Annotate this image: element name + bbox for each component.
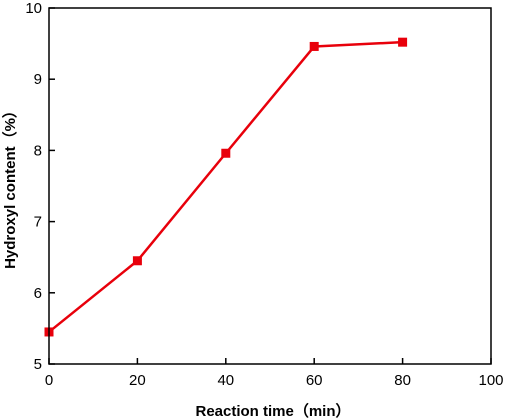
y-tick-label: 7 — [34, 214, 42, 231]
x-tick-label: 100 — [478, 372, 503, 389]
x-tick-label: 80 — [394, 372, 411, 389]
y-tick-label: 10 — [25, 0, 42, 17]
x-tick-label: 0 — [45, 372, 53, 389]
y-tick-label: 5 — [34, 356, 42, 373]
y-tick-label: 8 — [34, 142, 42, 159]
series-line — [48, 40, 403, 333]
data-point — [221, 148, 231, 158]
x-axis-title: Reaction time（min） — [195, 402, 350, 419]
y-tick-label: 6 — [34, 285, 42, 302]
y-axis-title: Hydroxyl content（%） — [1, 103, 19, 269]
data-point — [132, 256, 142, 266]
data-point — [398, 37, 408, 47]
x-tick-label: 60 — [306, 372, 323, 389]
y-tick-label: 9 — [34, 71, 42, 88]
data-point — [309, 41, 319, 51]
x-tick-label: 40 — [217, 372, 234, 389]
x-tick-label: 20 — [129, 372, 146, 389]
plot-frame — [48, 7, 492, 365]
